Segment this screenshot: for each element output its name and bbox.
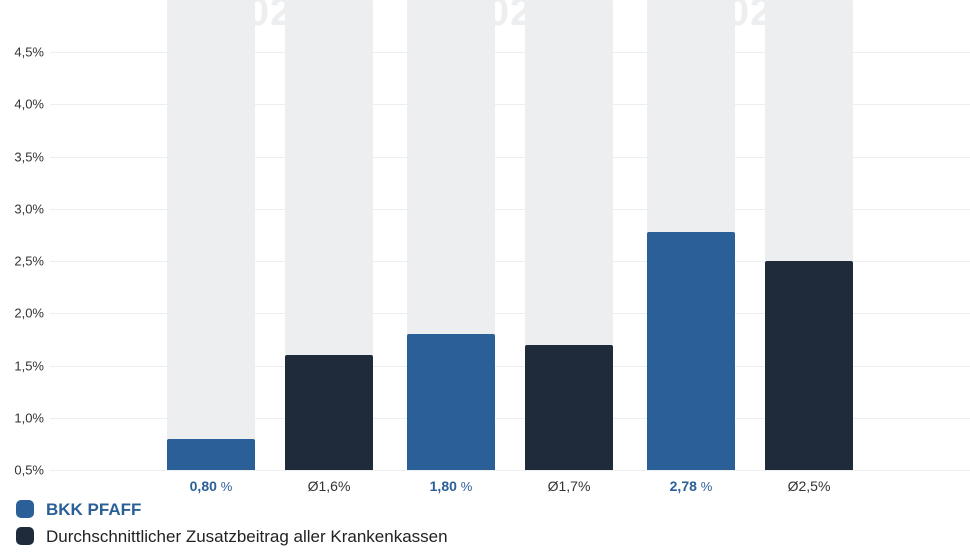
year-group: 20230,80 %Ø1,6% (150, 0, 390, 470)
legend: BKK PFAFF Durchschnittlicher Zusatzbeitr… (16, 496, 448, 550)
y-axis: 0,5%1,0%1,5%2,0%2,5%3,0%3,5%4,0%4,5% (0, 0, 50, 470)
bar-value-primary: 2,78 % (670, 478, 713, 494)
gridline (50, 470, 970, 471)
bar-slot-average: Ø1,6% (285, 0, 373, 470)
legend-swatch-primary (16, 500, 34, 518)
bar-primary (407, 334, 495, 470)
legend-swatch-average (16, 527, 34, 545)
y-tick-label: 1,5% (14, 358, 44, 373)
bar-value-primary: 0,80 % (190, 478, 233, 494)
bar-slot-average: Ø1,7% (525, 0, 613, 470)
legend-item-average: Durchschnittlicher Zusatzbeitrag aller K… (16, 523, 448, 550)
legend-item-primary: BKK PFAFF (16, 496, 448, 523)
bar-slot-primary: 2,78 % (647, 0, 735, 470)
bar-primary (167, 439, 255, 470)
bar-slot-primary: 1,80 % (407, 0, 495, 470)
y-tick-label: 3,0% (14, 201, 44, 216)
bar-primary (647, 232, 735, 470)
bar-value-average: Ø1,7% (548, 478, 591, 494)
chart-container: 0,5%1,0%1,5%2,0%2,5%3,0%3,5%4,0%4,5% 202… (0, 0, 970, 560)
legend-label-primary: BKK PFAFF (46, 496, 141, 523)
y-tick-label: 3,5% (14, 149, 44, 164)
bar-value-primary: 1,80 % (430, 478, 473, 494)
y-tick-label: 1,0% (14, 410, 44, 425)
y-tick-label: 2,5% (14, 254, 44, 269)
plot-area: 20230,80 %Ø1,6%20241,80 %Ø1,7%20252,78 %… (50, 0, 970, 470)
legend-label-average: Durchschnittlicher Zusatzbeitrag aller K… (46, 523, 448, 550)
bar-value-average: Ø1,6% (308, 478, 351, 494)
bar-average (765, 261, 853, 470)
bar-average (525, 345, 613, 470)
y-tick-label: 0,5% (14, 463, 44, 478)
y-tick-label: 4,0% (14, 97, 44, 112)
bar-slot-primary: 0,80 % (167, 0, 255, 470)
bar-average (285, 355, 373, 470)
year-group: 20252,78 %Ø2,5% (630, 0, 870, 470)
bar-slot-average: Ø2,5% (765, 0, 853, 470)
bar-track (167, 0, 255, 470)
year-group: 20241,80 %Ø1,7% (390, 0, 630, 470)
y-tick-label: 4,5% (14, 45, 44, 60)
bar-value-average: Ø2,5% (788, 478, 831, 494)
y-tick-label: 2,0% (14, 306, 44, 321)
